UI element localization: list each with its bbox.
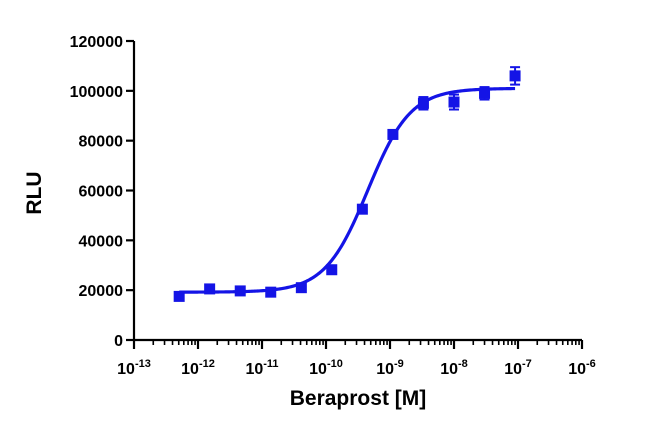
y-tick-label: 120000 (70, 34, 123, 51)
data-point (356, 203, 368, 215)
data-point (479, 87, 491, 99)
data-point (234, 285, 246, 297)
y-tick-label: 60000 (79, 184, 124, 201)
y-tick-label: 20000 (79, 283, 124, 300)
y-axis-title: RLU (23, 171, 46, 214)
data-point (326, 264, 338, 276)
data-point (448, 96, 460, 108)
x-tick-label: 10-7 (504, 358, 532, 378)
data-point (387, 128, 399, 140)
plot-area (173, 66, 521, 302)
data-point (417, 97, 429, 109)
y-tick-label: 40000 (79, 233, 124, 250)
y-tick-label: 0 (114, 333, 123, 350)
x-tick-label: 10-12 (181, 358, 215, 378)
x-tick-label: 10-8 (440, 358, 468, 378)
fit-curve (179, 86, 516, 294)
x-axis: 10-13 10-12 10-11 10-10 10-9 10-8 10-7 10-6 (117, 338, 596, 378)
data-point (173, 290, 185, 302)
x-tick-label: 10-9 (376, 358, 404, 378)
x-tick-label: 10-10 (309, 358, 343, 378)
x-tick-label: 10-13 (117, 358, 151, 378)
y-tick-label: 100000 (70, 84, 123, 101)
x-tick-label: 10-6 (568, 358, 596, 378)
y-axis: 0 20000 40000 60000 80000 100000 120000 (70, 34, 136, 350)
data-point (509, 70, 521, 82)
x-tick-label: 10-11 (245, 358, 278, 378)
x-axis-title: Beraprost [M] (290, 387, 427, 410)
data-point (265, 286, 277, 298)
data-point (295, 282, 307, 294)
data-point (204, 283, 216, 295)
y-tick-label: 80000 (79, 134, 124, 151)
